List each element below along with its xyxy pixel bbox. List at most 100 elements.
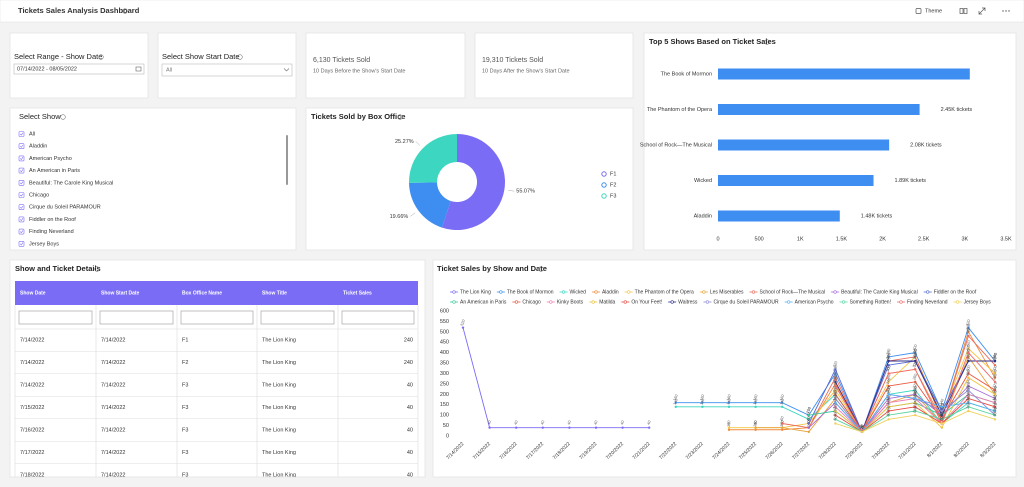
panel [305, 32, 466, 99]
point-label: 360 [992, 352, 998, 359]
column-filter[interactable] [341, 310, 415, 325]
legend-item[interactable]: The Lion King [450, 289, 491, 295]
legend-item[interactable]: School of Rock—The Musical [749, 289, 825, 295]
legend-item[interactable]: Chicago [512, 299, 541, 305]
table-cell: 7/14/2022 [20, 382, 44, 388]
point-label: 20 [859, 424, 864, 429]
legend-marker [601, 193, 607, 199]
column-filter[interactable] [260, 310, 335, 325]
legend-marker [591, 300, 595, 304]
list-item[interactable]: Fiddler on the Roof [29, 217, 76, 223]
date-input[interactable] [13, 63, 145, 75]
point [834, 388, 837, 392]
info-icon[interactable] [94, 266, 100, 272]
list-item[interactable]: An American in Paris [29, 168, 80, 174]
point [674, 401, 677, 404]
leader-line [508, 190, 515, 192]
list-item[interactable]: All [29, 131, 35, 137]
value-label: 2.08K tickets [910, 142, 942, 148]
info-icon[interactable] [237, 54, 243, 60]
checkbox[interactable] [18, 216, 25, 223]
point [834, 418, 837, 421]
checkbox[interactable] [18, 241, 25, 247]
info-icon[interactable] [122, 8, 128, 14]
checkbox[interactable] [18, 204, 25, 210]
column-filter[interactable] [18, 310, 93, 325]
legend-item[interactable]: Aladdin [591, 289, 619, 295]
legend-label: Finding Neverland [907, 299, 948, 305]
point-label: 280 [832, 369, 838, 376]
legend-item[interactable]: Wicked [559, 289, 587, 295]
point [993, 376, 997, 379]
theme-button[interactable]: Theme [925, 8, 942, 14]
checkbox[interactable] [18, 155, 25, 162]
table-cell: 240 [404, 360, 413, 366]
info-icon[interactable] [60, 114, 66, 120]
view-icon[interactable] [963, 8, 968, 14]
point [967, 401, 970, 404]
theme-icon[interactable] [915, 8, 922, 14]
legend-item[interactable]: Beautiful: The Carole King Musical [831, 289, 918, 295]
panel [305, 107, 634, 251]
table-cell: 7/14/2022 [101, 337, 125, 343]
select-value[interactable]: All [166, 67, 172, 73]
bar [718, 104, 920, 115]
legend-item[interactable]: Les Miserables [699, 289, 744, 295]
column-filter[interactable] [99, 310, 174, 325]
legend-item[interactable]: On Your Feet! [621, 299, 662, 305]
scrollbar[interactable] [286, 135, 288, 185]
calendar-icon[interactable] [135, 66, 142, 72]
checkbox[interactable] [18, 167, 25, 174]
info-icon[interactable] [764, 39, 770, 45]
info-icon[interactable] [98, 54, 104, 60]
point-label: 250 [832, 375, 838, 382]
point-label: 80 [939, 412, 944, 417]
check-mark [19, 193, 24, 197]
legend-item[interactable]: Cirque du Soleil PARAMOUR [703, 299, 779, 305]
y-tick-label: 0 [446, 433, 449, 439]
checkbox[interactable] [18, 192, 25, 198]
table-cell: The Lion King [262, 405, 296, 411]
date-value[interactable]: 07/14/2022 - 08/05/2022 [17, 66, 77, 72]
select-input[interactable] [161, 63, 293, 77]
checkbox[interactable] [18, 143, 25, 149]
list-item[interactable]: Beautiful: The Carole King Musical [29, 180, 113, 186]
list-item[interactable]: American Psycho [29, 156, 72, 162]
expand-icon[interactable] [978, 7, 986, 15]
filter-label: Select Show Start Date [162, 52, 240, 61]
list-item[interactable]: Finding Neverland [29, 229, 74, 235]
checkbox[interactable] [18, 180, 25, 186]
legend-item[interactable]: The Book of Mormon [496, 289, 554, 295]
point [887, 409, 890, 413]
y-tick-label: 300 [440, 371, 449, 377]
legend-item[interactable]: Kinky Boots [546, 299, 584, 305]
point-label: 30 [780, 422, 785, 427]
info-icon[interactable] [538, 266, 544, 272]
point [781, 401, 784, 404]
legend-item[interactable]: Fiddler on the Roof [923, 289, 977, 295]
legend-item[interactable]: Finding Neverland [896, 299, 948, 305]
list-item[interactable]: Cirque du Soleil PARAMOUR [29, 205, 101, 211]
info-icon[interactable] [397, 114, 403, 120]
legend-item[interactable]: Matilda [589, 299, 616, 305]
legend-item[interactable]: Jersey Boys [953, 299, 992, 305]
list-item[interactable]: Chicago [29, 192, 49, 198]
checkbox[interactable] [18, 131, 25, 137]
chevron-icon[interactable] [283, 68, 290, 72]
point-label: 20 [859, 424, 864, 429]
column-filter[interactable] [180, 310, 254, 325]
legend-item[interactable]: An American in Paris [450, 299, 507, 305]
legend-item[interactable]: American Psycho [784, 299, 834, 305]
list-item[interactable]: Aladdin [29, 144, 47, 150]
checkbox[interactable] [18, 228, 25, 235]
view-icon[interactable] [959, 8, 964, 14]
legend-item[interactable]: Something Rotten! [839, 299, 891, 305]
legend-item[interactable]: The Phantom of the Opera [624, 289, 694, 295]
slice-label: 19.66% [390, 214, 409, 220]
more-icon[interactable] [1002, 10, 1010, 12]
point [887, 413, 890, 417]
bar [718, 139, 890, 151]
point-label: 240 [832, 377, 838, 384]
legend-item[interactable]: Waitress [668, 299, 698, 305]
list-item[interactable]: Jersey Boys [29, 241, 59, 247]
